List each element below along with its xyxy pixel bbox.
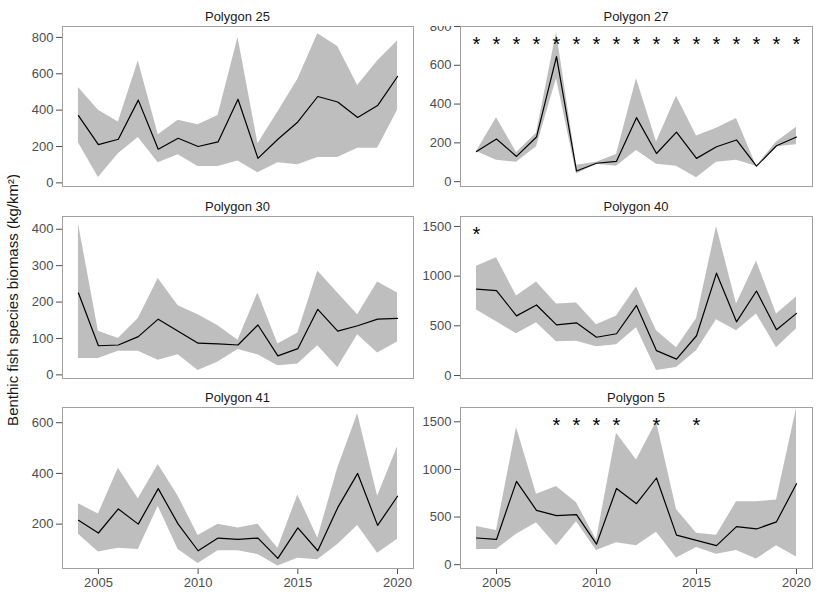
svg-text:800: 800 [32,30,54,45]
svg-text:800: 800 [430,26,452,34]
html-text:Polygon 41: Polygon 41 [205,390,270,405]
svg-text:*: * [553,33,561,55]
svg-text:1500: 1500 [423,219,452,234]
svg-text:*: * [733,33,741,55]
svg-text:*: * [593,33,601,55]
svg-text:2020: 2020 [383,575,412,590]
svg-text:1000: 1000 [423,462,452,477]
svg-text:0: 0 [444,368,451,380]
svg-text:600: 600 [430,57,452,72]
svg-text:2010: 2010 [582,575,611,590]
svg-text:200: 200 [32,516,54,531]
html-text:Polygon 25: Polygon 25 [205,9,270,24]
svg-text:100: 100 [32,331,54,346]
svg-text:400: 400 [430,96,452,111]
svg-text:0: 0 [46,367,53,380]
svg-text:*: * [753,33,761,55]
svg-text:*: * [633,33,641,55]
svg-text:*: * [613,414,621,436]
svg-text:*: * [553,414,561,436]
svg-text:2010: 2010 [184,575,213,590]
svg-text:200: 200 [32,139,54,154]
svg-text:*: * [473,33,481,55]
svg-text:*: * [773,33,781,55]
svg-text:600: 600 [32,415,54,430]
svg-text:*: * [513,33,521,55]
svg-text:200: 200 [430,135,452,150]
svg-text:0: 0 [46,175,53,188]
svg-text:*: * [693,33,701,55]
svg-text:400: 400 [32,466,54,481]
svg-text:0: 0 [444,557,451,572]
svg-text:500: 500 [430,318,452,333]
svg-text:*: * [653,33,661,55]
svg-text:2015: 2015 [682,575,711,590]
svg-text:*: * [573,414,581,436]
svg-text:*: * [593,414,601,436]
html-text:Polygon 5: Polygon 5 [607,390,665,405]
svg-text:2020: 2020 [782,575,811,590]
svg-text:*: * [573,33,581,55]
svg-text:600: 600 [32,66,54,81]
svg-text:300: 300 [32,258,54,273]
svg-text:2005: 2005 [482,575,511,590]
svg-text:*: * [533,33,541,55]
svg-text:*: * [493,33,501,55]
svg-text:*: * [713,33,721,55]
svg-text:2015: 2015 [283,575,312,590]
svg-text:*: * [673,33,681,55]
svg-text:*: * [653,414,661,436]
html-text:Polygon 40: Polygon 40 [603,199,669,214]
svg-text:500: 500 [430,509,452,524]
svg-text:400: 400 [32,221,54,236]
svg-text:1500: 1500 [423,414,452,429]
svg-text:2005: 2005 [84,575,113,590]
svg-text:1000: 1000 [423,268,452,283]
html-text:Polygon 27: Polygon 27 [603,9,669,24]
html-text:Benthic fish species biomass (: Benthic fish species biomass (kg/km²) [4,174,21,426]
svg-text:0: 0 [444,174,451,188]
svg-text:*: * [693,414,701,436]
svg-text:*: * [793,33,801,55]
svg-text:*: * [473,223,481,245]
svg-text:*: * [613,33,621,55]
svg-text:200: 200 [32,294,54,309]
html-text:Polygon 30: Polygon 30 [205,199,270,214]
svg-text:400: 400 [32,102,54,117]
